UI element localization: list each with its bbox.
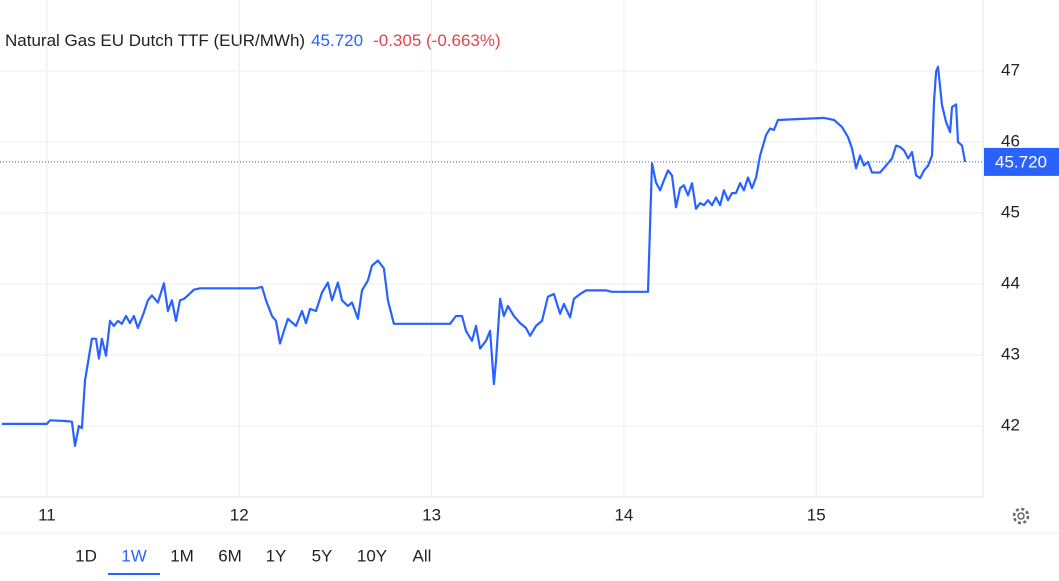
y-tick-label: 46 [1001,132,1020,151]
y-tick-label: 47 [1001,61,1020,80]
range-button[interactable]: All [413,546,432,565]
last-price-label: 45.720 [995,152,1047,171]
range-button[interactable]: 10Y [357,546,387,565]
x-tick-label: 14 [614,505,633,524]
y-tick-label: 43 [1001,344,1020,363]
chart-title: Natural Gas EU Dutch TTF (EUR/MWh) 45.720… [5,31,501,50]
x-tick-label: 11 [38,505,56,524]
range-button[interactable]: 1D [75,546,97,565]
header-price: 45.720 [311,31,363,50]
x-tick-label: 13 [422,505,441,524]
settings-icon[interactable] [1012,507,1030,525]
last-price-box [984,147,1059,176]
y-tick-label: 44 [1001,273,1020,292]
range-button[interactable]: 1Y [266,546,287,565]
x-tick-label: 15 [807,505,826,524]
x-tick-label: 12 [230,505,249,524]
range-button[interactable]: 1M [170,546,194,565]
title-text: Natural Gas EU Dutch TTF (EUR/MWh) [5,31,305,50]
price-line [1,65,967,447]
range-button[interactable]: 1W [121,546,147,565]
y-tick-label: 45 [1001,203,1020,222]
range-button[interactable]: 5Y [312,546,333,565]
header-change: -0.305 (-0.663%) [373,31,501,50]
y-tick-label: 42 [1001,415,1020,434]
range-button[interactable]: 6M [218,546,242,565]
